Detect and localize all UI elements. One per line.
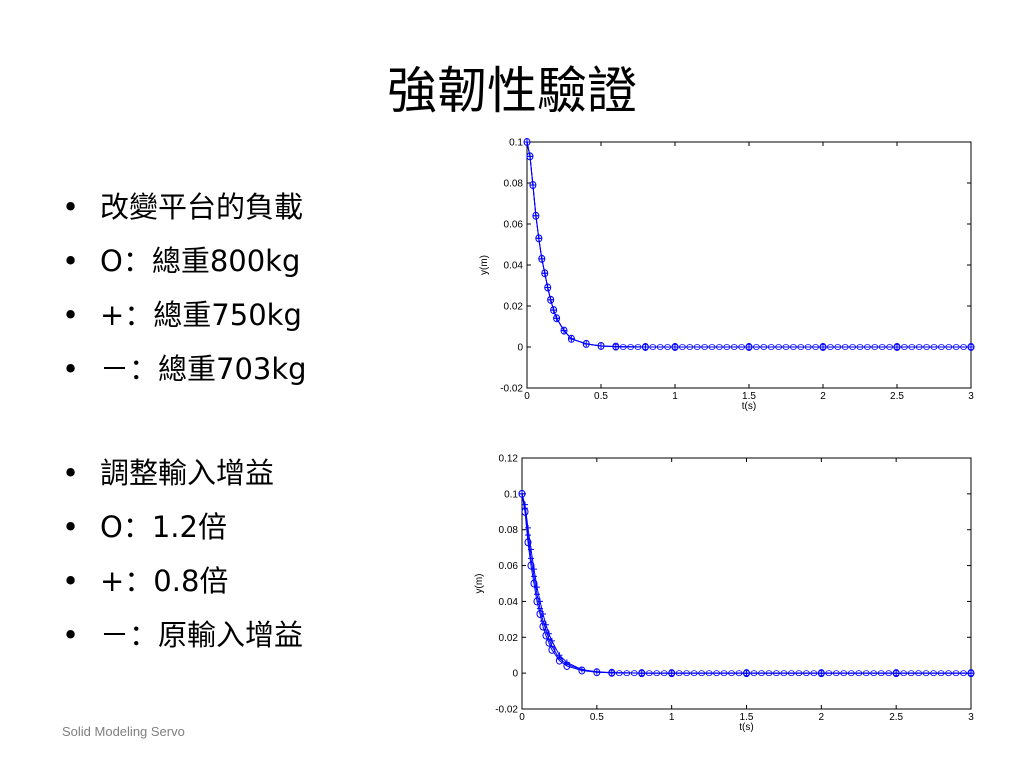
footer-text: Solid Modeling Servo — [62, 724, 185, 739]
y-tick-label: 0 — [517, 343, 523, 354]
x-tick-label: 1.5 — [742, 391, 756, 402]
bullet-item: • +：0.8倍 — [62, 554, 303, 608]
bullet-item: • O：總重800kg — [62, 234, 307, 288]
bullet-text: O：1.2倍 — [100, 510, 227, 544]
bullet-icon: • — [62, 510, 80, 544]
slide-title: 強韌性驗證 — [387, 62, 637, 120]
bullet-text: +：總重750kg — [100, 298, 302, 332]
x-tick-label: 3 — [968, 391, 974, 402]
y-tick-label: -0.02 — [500, 384, 523, 395]
bullet-item: • +：總重750kg — [62, 288, 307, 342]
x-tick-label: 0.5 — [594, 391, 608, 402]
bullet-item: • －：原輸入增益 — [62, 608, 303, 662]
load-variation-list: • 改變平台的負載 • O：總重800kg • +：總重750kg • －：總重703k… — [62, 180, 307, 396]
y-tick-label: 0.08 — [504, 179, 524, 190]
bullet-item: • 改變平台的負載 — [62, 180, 307, 234]
bullet-item: • O：1.2倍 — [62, 500, 303, 554]
bullet-text: +：0.8倍 — [100, 564, 229, 598]
x-tick-label: 1 — [672, 391, 678, 402]
bullet-icon: • — [62, 298, 80, 332]
x-axis-label: t(s) — [742, 401, 756, 412]
gain-adjustment-list: • 調整輸入增益 • O：1.2倍 • +：0.8倍 • －：原輸入增益 — [62, 446, 303, 662]
y-tick-label: 0.04 — [504, 261, 524, 272]
bullet-item: • －：總重703kg — [62, 342, 307, 396]
bullet-icon: • — [62, 456, 80, 490]
bullet-icon: • — [62, 190, 80, 224]
x-tick-label: 0 — [524, 391, 530, 402]
bullet-item: • 調整輸入增益 — [62, 446, 303, 500]
bullet-text: O：總重800kg — [100, 244, 301, 278]
y-axis-label: y(m) — [479, 255, 490, 275]
bullet-icon: • — [62, 618, 80, 652]
x-tick-label: 2 — [820, 391, 826, 402]
bullet-text: －：總重703kg — [100, 352, 307, 386]
bullet-icon: • — [62, 564, 80, 598]
x-tick-label: 2.5 — [890, 391, 904, 402]
plot-frame — [526, 141, 972, 389]
y-tick-label: 0.1 — [509, 138, 523, 149]
bullet-text: －：原輸入增益 — [100, 618, 304, 652]
bullet-icon: • — [62, 244, 80, 278]
bullet-icon: • — [62, 352, 80, 386]
bullet-text: 改變平台的負載 — [100, 190, 304, 224]
series-line — [526, 141, 971, 348]
y-tick-label: 0.06 — [504, 220, 524, 231]
bullet-text: 調整輸入增益 — [100, 456, 275, 490]
y-tick-label: 0.02 — [504, 302, 524, 313]
